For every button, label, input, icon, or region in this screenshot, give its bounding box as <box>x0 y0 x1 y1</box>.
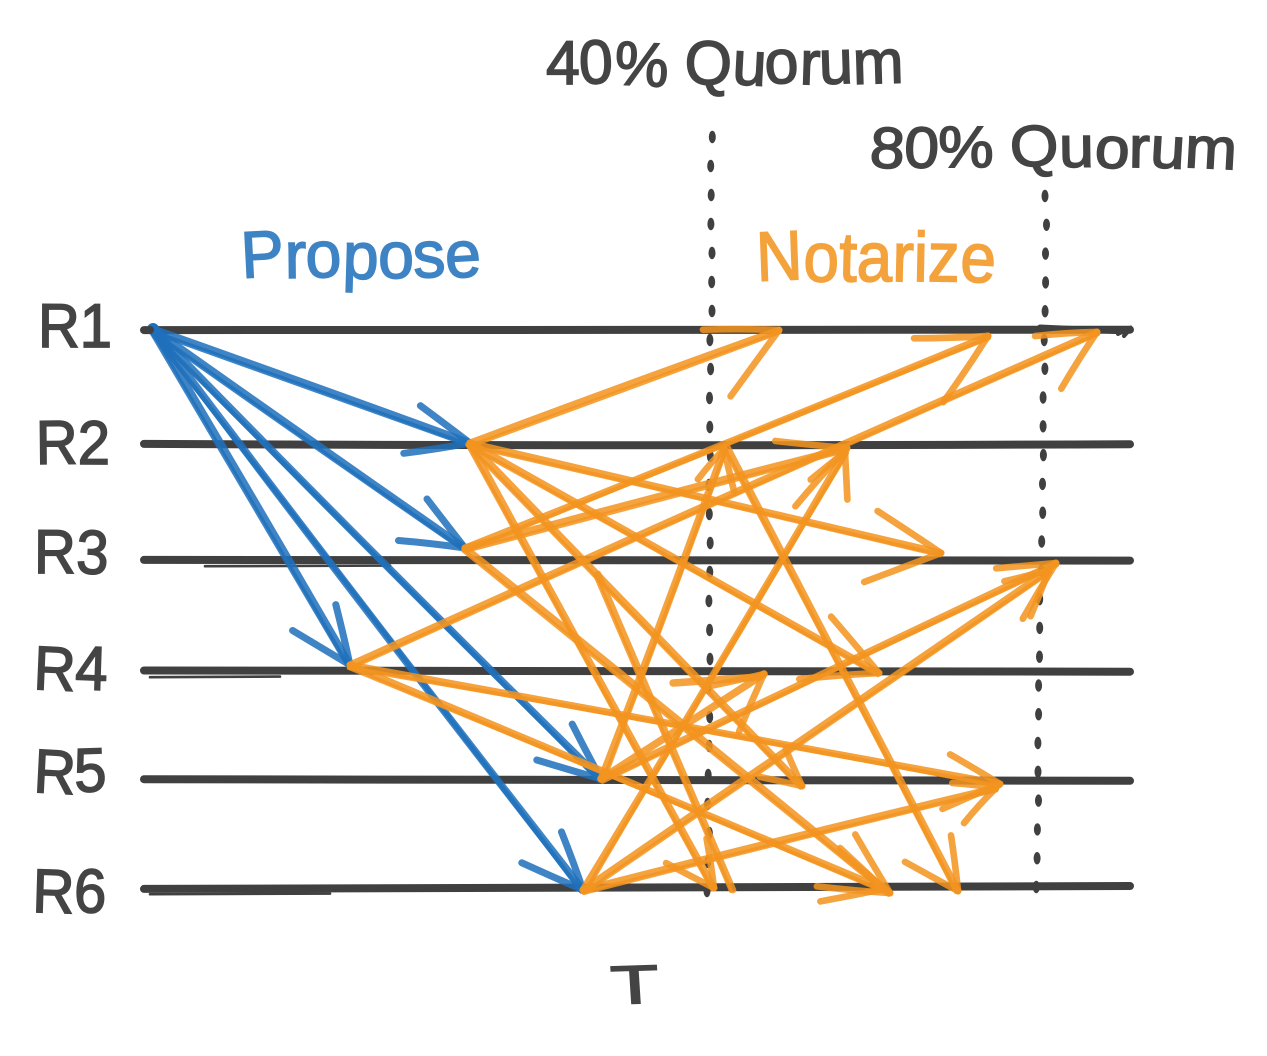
svg-text:Propose: Propose <box>239 216 483 293</box>
svg-text:40% Quorum: 40% Quorum <box>546 27 904 101</box>
svg-text:R3: R3 <box>34 518 110 588</box>
svg-text:80% Quorum: 80% Quorum <box>868 113 1238 183</box>
svg-text:R4: R4 <box>32 634 109 705</box>
svg-text:R5: R5 <box>32 736 107 808</box>
svg-text:T: T <box>610 954 661 1016</box>
svg-text:R1: R1 <box>38 292 112 361</box>
svg-text:R6: R6 <box>32 857 108 927</box>
svg-text:R2: R2 <box>35 409 110 479</box>
svg-text:Notarize: Notarize <box>754 216 998 298</box>
